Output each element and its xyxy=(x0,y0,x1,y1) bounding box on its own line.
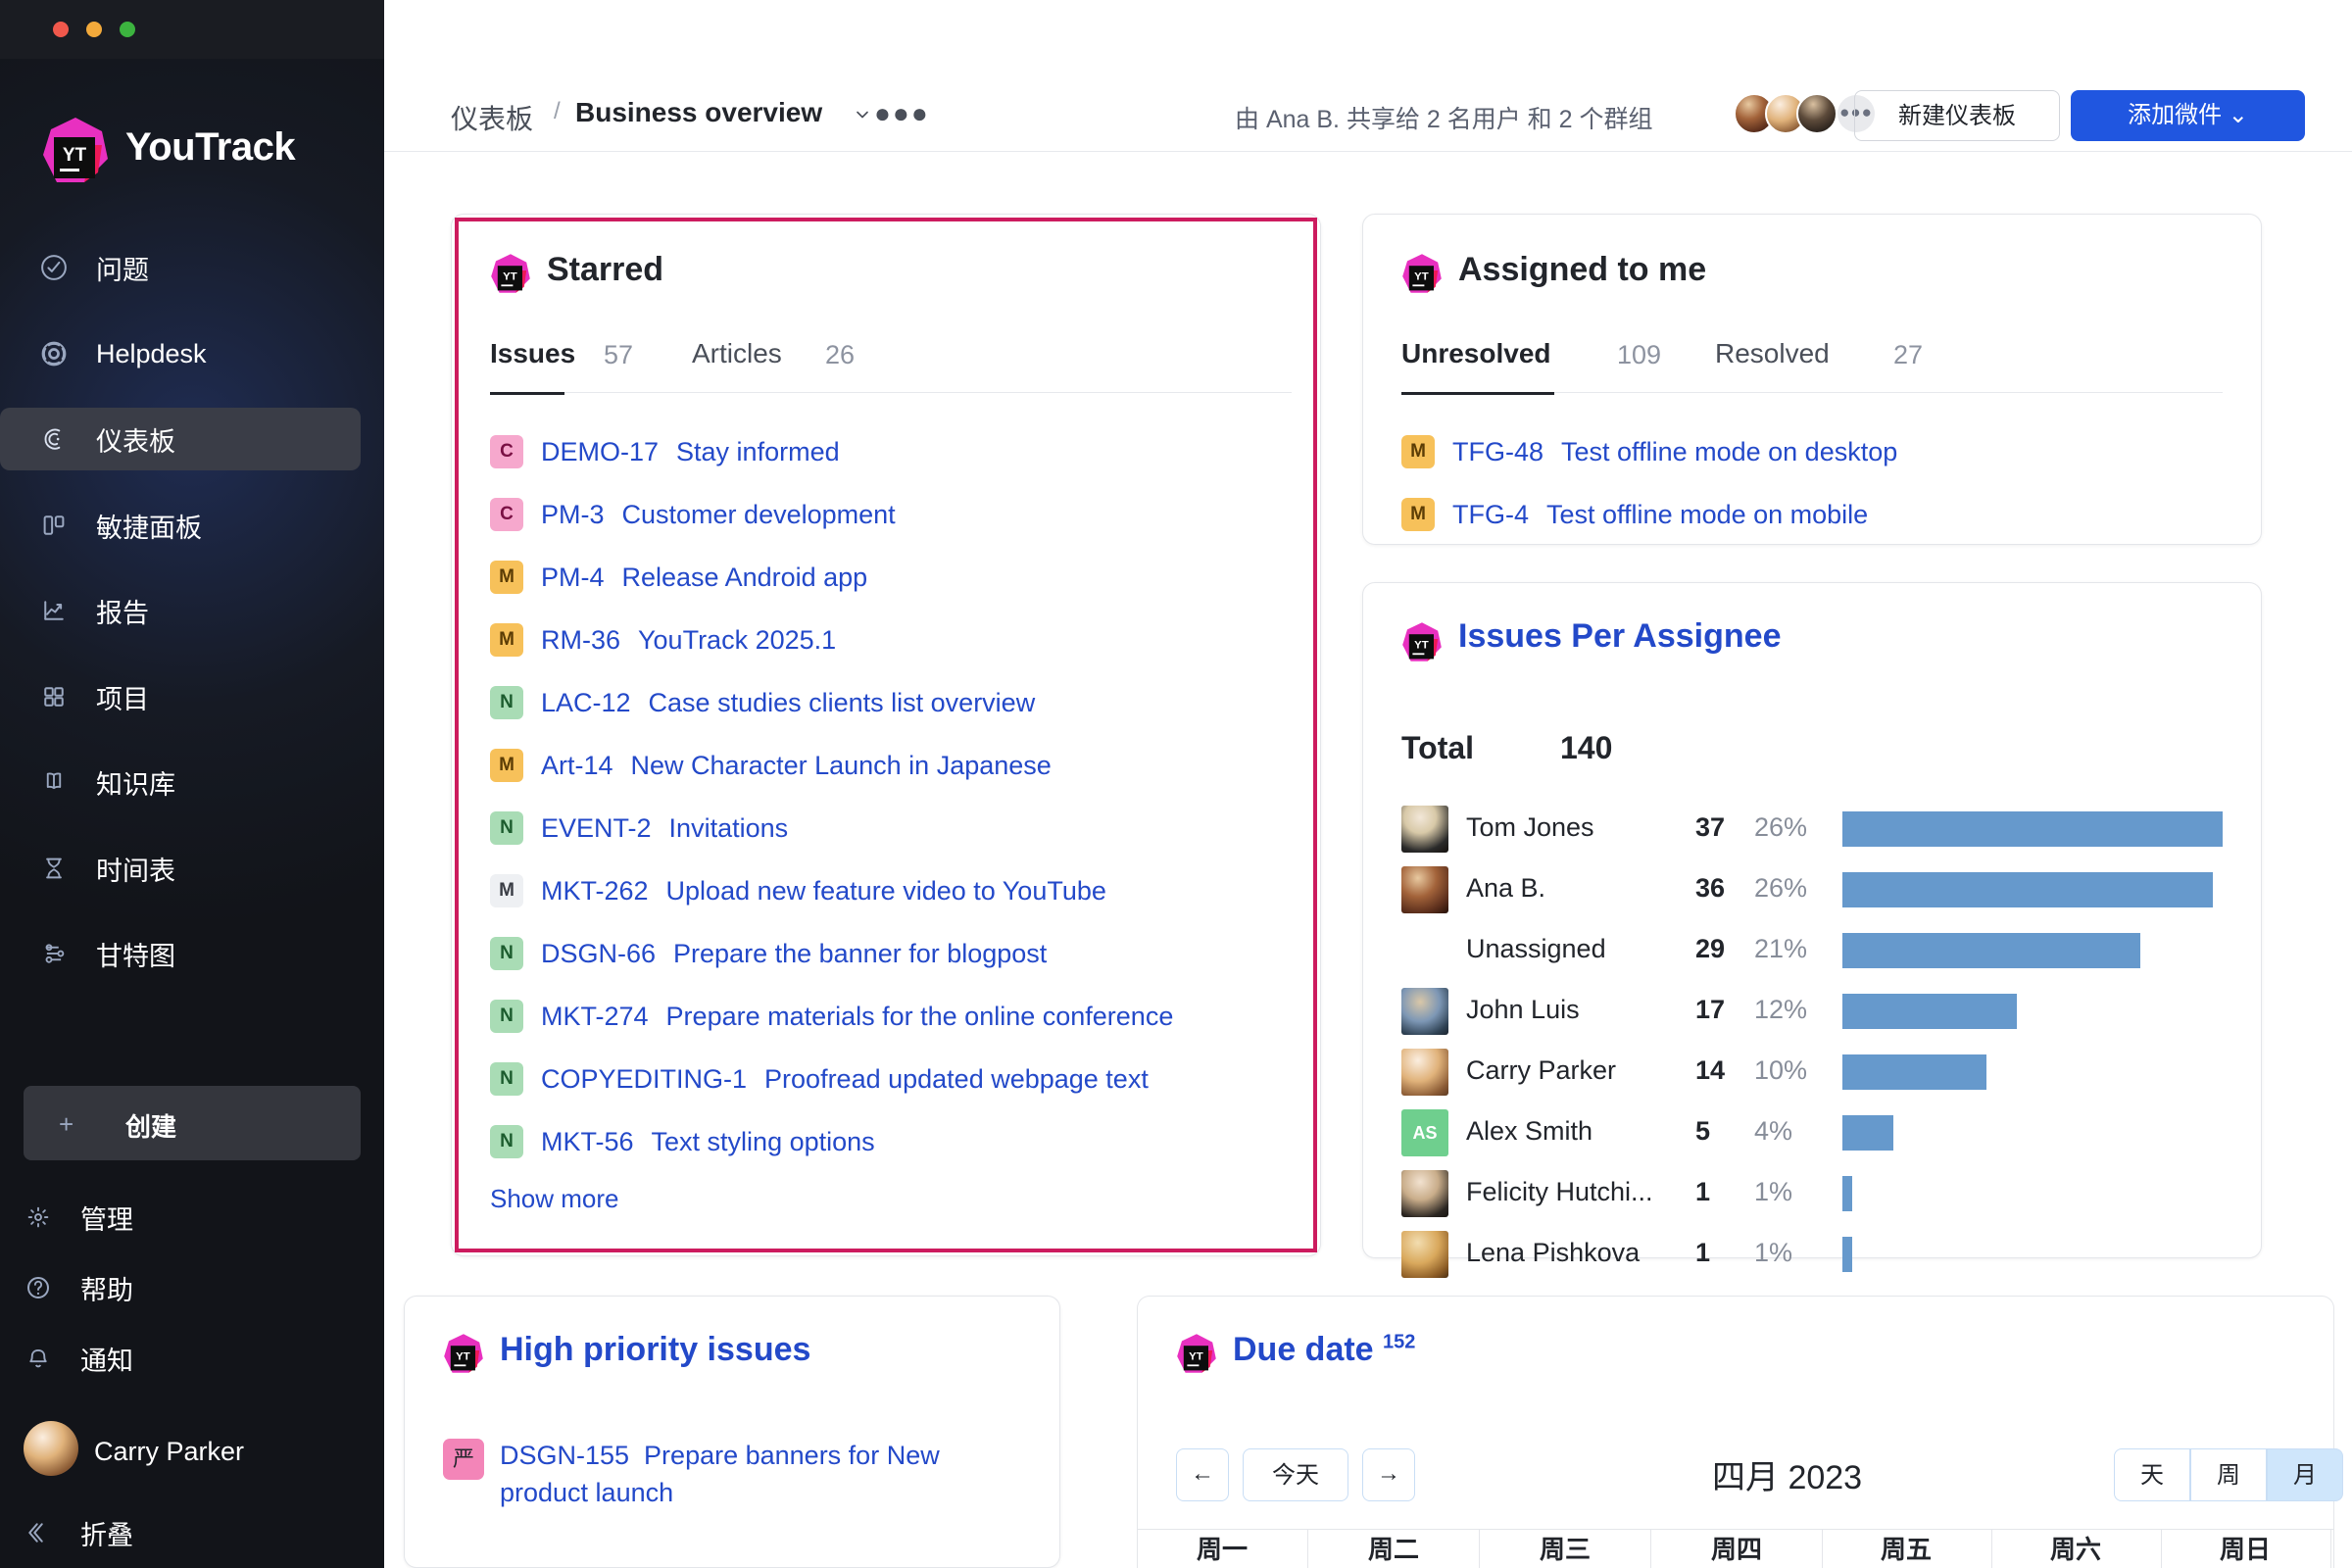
svg-text:YT: YT xyxy=(1189,1351,1203,1363)
svg-text:YT: YT xyxy=(1414,271,1429,283)
svg-text:YT: YT xyxy=(1414,640,1429,652)
svg-text:YT: YT xyxy=(503,271,517,283)
svg-text:YT: YT xyxy=(456,1351,470,1363)
svg-text:YT: YT xyxy=(63,145,87,166)
